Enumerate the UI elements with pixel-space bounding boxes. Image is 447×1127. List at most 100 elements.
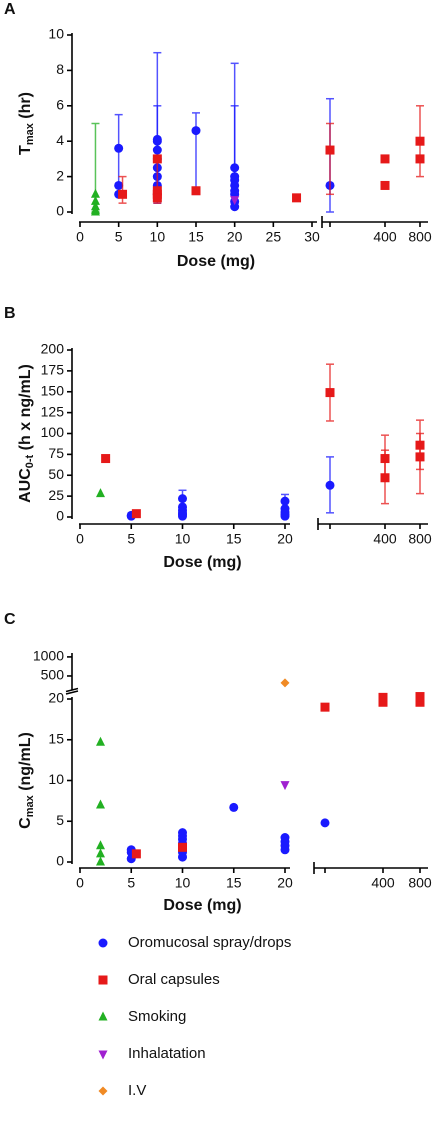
data-point bbox=[378, 692, 388, 702]
x-tick-label: 0 bbox=[76, 875, 84, 891]
y-tick-label: 75 bbox=[48, 445, 64, 461]
data-point bbox=[229, 802, 239, 812]
data-point bbox=[380, 180, 390, 190]
legend-marker bbox=[98, 1011, 108, 1021]
data-point bbox=[96, 840, 105, 850]
x-axis-label: Dose (mg) bbox=[163, 554, 241, 571]
data-point bbox=[378, 697, 388, 707]
y-axis-label: Cmax (ng/mL) bbox=[17, 732, 36, 829]
y-tick-label: 50 bbox=[48, 466, 64, 482]
x-tick-label: 400 bbox=[373, 531, 397, 547]
data-point bbox=[96, 799, 105, 809]
data-point bbox=[90, 206, 100, 216]
legend-label: Oral capsules bbox=[128, 971, 220, 988]
y-tick-label: 5 bbox=[56, 812, 64, 828]
data-point bbox=[280, 845, 290, 855]
y-tick-label: 10 bbox=[48, 26, 64, 42]
x-tick-label: 10 bbox=[150, 229, 166, 245]
data-point bbox=[320, 818, 330, 828]
y-axis-label: Tmax (hr) bbox=[17, 92, 36, 155]
y-tick-label: 175 bbox=[41, 362, 65, 378]
data-point bbox=[178, 852, 187, 862]
data-point bbox=[96, 848, 105, 858]
data-point bbox=[191, 186, 201, 196]
data-point bbox=[230, 196, 240, 206]
x-tick-label: 20 bbox=[227, 229, 243, 245]
x-tick-label: 5 bbox=[127, 875, 135, 891]
data-point bbox=[415, 697, 425, 707]
data-point bbox=[90, 195, 100, 205]
data-point bbox=[415, 136, 425, 146]
data-point bbox=[280, 781, 290, 791]
x-tick-label: 400 bbox=[373, 229, 397, 245]
y-label-main: AUC bbox=[17, 468, 34, 503]
data-point bbox=[415, 692, 425, 702]
legend-label: Oromucosal spray/drops bbox=[128, 934, 291, 951]
data-point bbox=[152, 193, 162, 203]
y-tick-label: 4 bbox=[56, 132, 64, 148]
x-tick-label: 20 bbox=[277, 875, 293, 891]
y-label-sub: 0-t bbox=[24, 454, 36, 468]
y-label-main: C bbox=[17, 817, 34, 829]
y-tick-label: 25 bbox=[48, 487, 64, 503]
data-point bbox=[178, 494, 187, 504]
x-axis-label: Dose (mg) bbox=[177, 253, 255, 270]
y-tick-label: 15 bbox=[48, 730, 64, 746]
y-tick-label: 0 bbox=[56, 853, 64, 869]
x-tick-label: 400 bbox=[371, 875, 395, 891]
y-label-sub: max bbox=[24, 794, 36, 817]
x-tick-label: 10 bbox=[175, 875, 191, 891]
y-tick-label: 2 bbox=[56, 167, 64, 183]
data-point bbox=[118, 189, 128, 199]
data-point bbox=[114, 180, 124, 190]
y-tick-label: 8 bbox=[56, 61, 64, 77]
x-tick-label: 5 bbox=[127, 531, 135, 547]
legend-label: Smoking bbox=[128, 1008, 186, 1025]
x-tick-label: 0 bbox=[76, 531, 84, 547]
data-point bbox=[96, 488, 105, 498]
legend-marker bbox=[98, 975, 108, 985]
y-tick-label: 0 bbox=[56, 203, 64, 219]
data-point bbox=[325, 145, 335, 155]
x-tick-label: 800 bbox=[408, 229, 432, 245]
data-point bbox=[178, 842, 187, 852]
panel-letter: C bbox=[4, 611, 16, 628]
data-point bbox=[152, 136, 162, 146]
y-tick-label: 125 bbox=[41, 403, 65, 419]
error-bar bbox=[326, 122, 334, 196]
data-point bbox=[280, 511, 290, 521]
y-label-unit: (h x ng/mL) bbox=[17, 364, 34, 455]
data-point bbox=[380, 473, 390, 483]
x-tick-label: 15 bbox=[226, 875, 242, 891]
data-point bbox=[101, 454, 111, 464]
axis-break bbox=[65, 687, 79, 693]
x-tick-label: 15 bbox=[188, 229, 204, 245]
y-tick-label: 0 bbox=[56, 508, 64, 524]
y-tick-label: 200 bbox=[41, 341, 65, 357]
data-point bbox=[90, 188, 100, 198]
legend-marker bbox=[98, 938, 108, 948]
data-point bbox=[380, 154, 390, 164]
data-point bbox=[114, 143, 124, 153]
y-tick-label: 150 bbox=[41, 382, 65, 398]
y-label-main: T bbox=[17, 145, 34, 155]
legend-marker bbox=[98, 1086, 108, 1096]
x-tick-label: 10 bbox=[175, 531, 191, 547]
panel-letter: B bbox=[4, 305, 16, 322]
data-point bbox=[131, 849, 141, 859]
x-axis-label: Dose (mg) bbox=[163, 897, 241, 914]
data-point bbox=[152, 154, 162, 164]
y-label-unit: (ng/mL) bbox=[17, 732, 34, 795]
x-tick-label: 30 bbox=[304, 229, 320, 245]
x-tick-label: 800 bbox=[408, 875, 432, 891]
data-point bbox=[280, 496, 290, 506]
data-point bbox=[96, 856, 105, 866]
error-bar bbox=[416, 432, 424, 495]
y-tick-label: 10 bbox=[48, 771, 64, 787]
legend-label: Inhalatation bbox=[128, 1045, 206, 1062]
panel-letter: A bbox=[4, 1, 16, 18]
x-tick-label: 0 bbox=[76, 229, 84, 245]
y-tick-label: 6 bbox=[56, 97, 64, 113]
data-point bbox=[178, 511, 187, 521]
